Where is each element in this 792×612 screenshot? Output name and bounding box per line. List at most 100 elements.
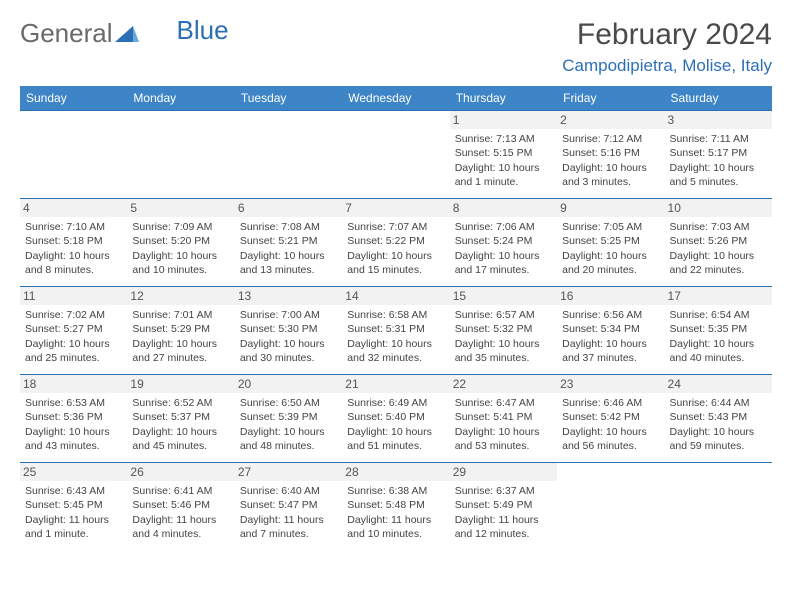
daylight-text: Daylight: 10 hours and 3 minutes. [562,161,659,189]
sunrise-text: Sunrise: 7:10 AM [25,220,122,234]
day-cell: 22 Sunrise: 6:47 AMSunset: 5:41 PMDayligh… [450,375,557,463]
daylight-text: Daylight: 10 hours and 51 minutes. [347,425,444,453]
sunset-text: Sunset: 5:26 PM [670,234,767,248]
daylight-text: Daylight: 10 hours and 20 minutes. [562,249,659,277]
sunset-text: Sunset: 5:43 PM [670,410,767,424]
header: General Blue February 2024 Campodipietra… [20,18,772,76]
sunrise-text: Sunrise: 7:09 AM [132,220,229,234]
day-cell: 29Sunrise: 6:37 AMSunset: 5:49 PMDayligh… [450,463,557,551]
day-cell: 8Sunrise: 7:06 AMSunset: 5:24 PMDaylight… [450,199,557,287]
day-number: 19 [127,375,234,393]
day-header: Friday [557,86,664,111]
day-cell: 20Sunrise: 6:50 AMSunset: 5:39 PMDayligh… [235,375,342,463]
sunrise-text: Sunrise: 7:11 AM [670,132,767,146]
day-number: 5 [127,199,234,217]
day-cell: . [342,111,449,199]
day-cell: 1Sunrise: 7:13 AMSunset: 5:15 PMDaylight… [450,111,557,199]
sunrise-text: Sunrise: 6:52 AM [132,396,229,410]
day-number: 22 [450,375,557,393]
sunset-text: Sunset: 5:41 PM [455,410,552,424]
day-cell: 4Sunrise: 7:10 AMSunset: 5:18 PMDaylight… [20,199,127,287]
day-number: 10 [665,199,772,217]
sunrise-text: Sunrise: 6:37 AM [455,484,552,498]
sunset-text: Sunset: 5:37 PM [132,410,229,424]
daylight-text: Daylight: 10 hours and 25 minutes. [25,337,122,365]
sunrise-text: Sunrise: 6:41 AM [132,484,229,498]
sunrise-text: Sunrise: 7:07 AM [347,220,444,234]
day-cell: 12Sunrise: 7:01 AMSunset: 5:29 PMDayligh… [127,287,234,375]
sunrise-text: Sunrise: 6:56 AM [562,308,659,322]
sunrise-text: Sunrise: 7:03 AM [670,220,767,234]
sunset-text: Sunset: 5:31 PM [347,322,444,336]
sunrise-text: Sunrise: 7:00 AM [240,308,337,322]
daylight-text: Daylight: 10 hours and 22 minutes. [670,249,767,277]
day-number: 3 [665,111,772,129]
day-cell: 15Sunrise: 6:57 AMSunset: 5:32 PMDayligh… [450,287,557,375]
day-cell: 25Sunrise: 6:43 AMSunset: 5:45 PMDayligh… [20,463,127,551]
day-number: 13 [235,287,342,305]
daylight-text: Daylight: 10 hours and 59 minutes. [670,425,767,453]
daylight-text: Daylight: 10 hours and 15 minutes. [347,249,444,277]
day-number: 17 [665,287,772,305]
sunset-text: Sunset: 5:20 PM [132,234,229,248]
day-number: 6 [235,199,342,217]
daylight-text: Daylight: 11 hours and 1 minute. [25,513,122,541]
day-number: 8 [450,199,557,217]
sunrise-text: Sunrise: 7:02 AM [25,308,122,322]
day-header: Wednesday [342,86,449,111]
sunrise-text: Sunrise: 7:01 AM [132,308,229,322]
day-cell: 10 Sunrise: 7:03 AMSunset: 5:26 PMDayligh… [665,199,772,287]
location-label: Campodipietra, Molise, Italy [562,56,772,76]
sunset-text: Sunset: 5:16 PM [562,146,659,160]
sunrise-text: Sunrise: 6:54 AM [670,308,767,322]
day-header: Saturday [665,86,772,111]
daylight-text: Daylight: 10 hours and 32 minutes. [347,337,444,365]
sunset-text: Sunset: 5:36 PM [25,410,122,424]
sunset-text: Sunset: 5:17 PM [670,146,767,160]
sunset-text: Sunset: 5:29 PM [132,322,229,336]
sunrise-text: Sunrise: 6:47 AM [455,396,552,410]
week-row: 4Sunrise: 7:10 AMSunset: 5:18 PMDaylight… [20,199,772,287]
day-cell: 28Sunrise: 6:38 AMSunset: 5:48 PMDayligh… [342,463,449,551]
title-block: February 2024 Campodipietra, Molise, Ita… [562,18,772,76]
daylight-text: Daylight: 10 hours and 45 minutes. [132,425,229,453]
day-number: 14 [342,287,449,305]
month-title: February 2024 [562,18,772,52]
daylight-text: Daylight: 10 hours and 53 minutes. [455,425,552,453]
sunset-text: Sunset: 5:15 PM [455,146,552,160]
day-cell: . [127,111,234,199]
sunrise-text: Sunrise: 7:06 AM [455,220,552,234]
day-number: 29 [450,463,557,481]
sunset-text: Sunset: 5:48 PM [347,498,444,512]
day-cell: 2Sunrise: 7:12 AMSunset: 5:16 PMDaylight… [557,111,664,199]
day-number: 1 [450,111,557,129]
daylight-text: Daylight: 10 hours and 43 minutes. [25,425,122,453]
sunset-text: Sunset: 5:42 PM [562,410,659,424]
sunset-text: Sunset: 5:32 PM [455,322,552,336]
daylight-text: Daylight: 10 hours and 5 minutes. [670,161,767,189]
logo-text-general: General [20,18,113,49]
day-number: 11 [20,287,127,305]
sunset-text: Sunset: 5:25 PM [562,234,659,248]
day-cell: . [557,463,664,551]
sunset-text: Sunset: 5:30 PM [240,322,337,336]
day-number: 20 [235,375,342,393]
sunset-text: Sunset: 5:34 PM [562,322,659,336]
day-number: 7 [342,199,449,217]
day-cell: . [665,463,772,551]
sunrise-text: Sunrise: 6:58 AM [347,308,444,322]
sunset-text: Sunset: 5:22 PM [347,234,444,248]
day-cell: 11Sunrise: 7:02 AMSunset: 5:27 PMDayligh… [20,287,127,375]
daylight-text: Daylight: 10 hours and 8 minutes. [25,249,122,277]
day-cell: 17Sunrise: 6:54 AMSunset: 5:35 PMDayligh… [665,287,772,375]
sunset-text: Sunset: 5:40 PM [347,410,444,424]
daylight-text: Daylight: 10 hours and 1 minute. [455,161,552,189]
day-number: 9 [557,199,664,217]
daylight-text: Daylight: 11 hours and 7 minutes. [240,513,337,541]
sunrise-text: Sunrise: 6:44 AM [670,396,767,410]
day-cell: 7 Sunrise: 7:07 AMSunset: 5:22 PMDaylight… [342,199,449,287]
sunrise-text: Sunrise: 6:49 AM [347,396,444,410]
calendar-table: SundayMondayTuesdayWednesdayThursdayFrid… [20,86,772,551]
day-number: 15 [450,287,557,305]
logo: General Blue [20,18,229,49]
